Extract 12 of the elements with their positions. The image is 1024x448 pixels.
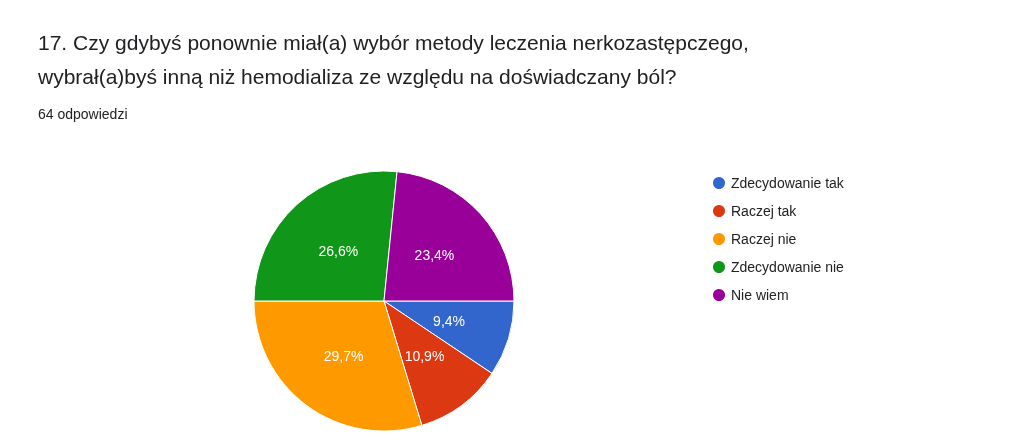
legend-label: Zdecydowanie tak <box>731 175 845 191</box>
data-label: 26,6% <box>318 242 359 259</box>
data-label: 9,4% <box>433 312 466 329</box>
legend-label: Raczej tak <box>731 203 798 219</box>
legend-label: Nie wiem <box>731 287 789 303</box>
text: 64 odpowiedzi <box>38 106 128 122</box>
data-label: 23,4% <box>414 247 455 264</box>
data-label: 10,9% <box>404 347 445 364</box>
data-label: 29,7% <box>323 347 364 364</box>
chart-title: 17. Czy gdybyś ponownie miał(a) wybór metody leczenia nerkozastępczego, wybrał(a)byś inną niż hemodializa ze względu na doświadczany ból? <box>37 30 749 88</box>
legend-label: Zdecydowanie nie <box>731 259 845 275</box>
legend-label: Raczej nie <box>731 231 797 247</box>
